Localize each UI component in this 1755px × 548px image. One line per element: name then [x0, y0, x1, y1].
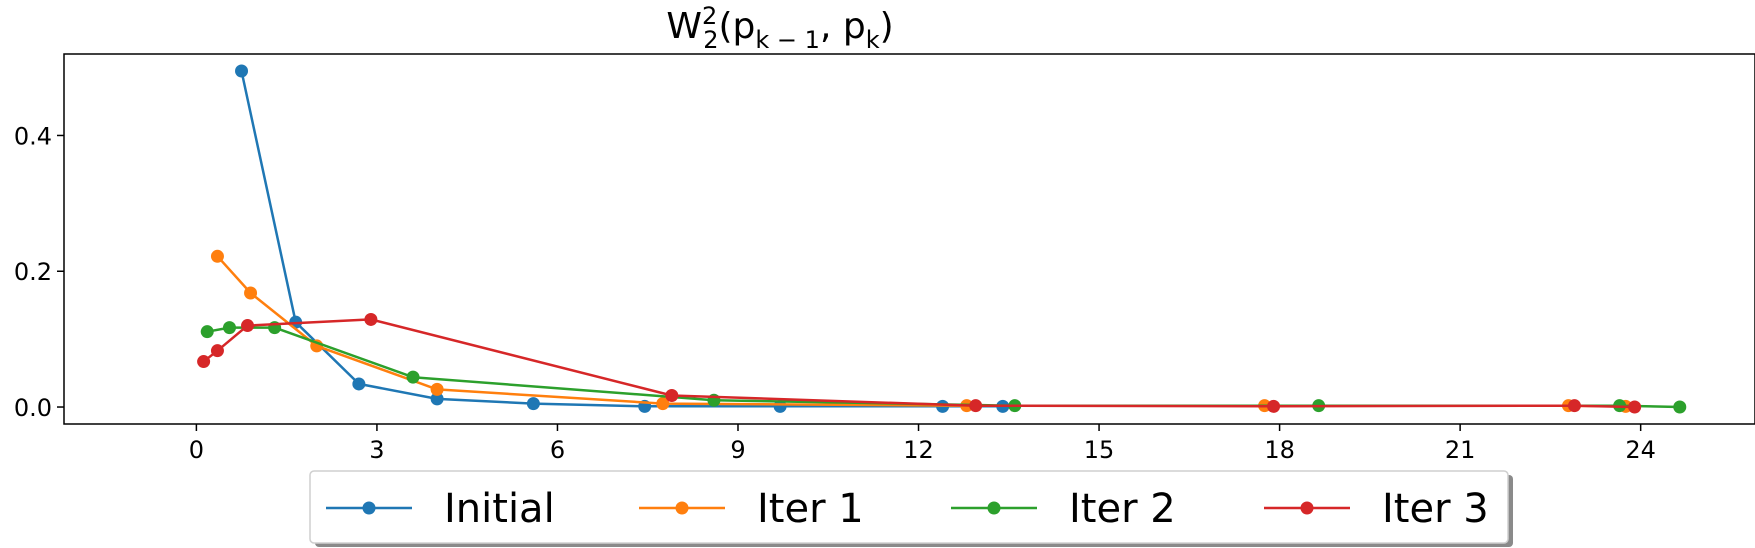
series-initial — [235, 64, 1010, 413]
series-line — [216, 255, 1626, 408]
data-point — [235, 64, 249, 78]
data-point — [197, 355, 211, 369]
legend-marker — [1300, 501, 1314, 515]
data-point — [430, 392, 444, 406]
legend: Initial Iter 1 Iter 2 Iter 3 — [309, 470, 1513, 547]
y-axis: 0.0 0.2 0.4 — [14, 122, 64, 422]
legend-label: Iter 1 — [757, 486, 864, 532]
x-tick-label: 3 — [369, 436, 384, 464]
legend-item-iter-2: Iter 2 — [951, 486, 1176, 532]
y-tick-label: 0.4 — [14, 122, 52, 150]
legend-marker — [362, 501, 376, 515]
legend-item-iter-1: Iter 1 — [639, 486, 864, 532]
chart-title: W2 2(pk − 1, pk) — [666, 2, 893, 54]
data-point — [200, 325, 214, 339]
legend-label: Iter 3 — [1382, 486, 1489, 532]
legend-marker — [675, 501, 689, 515]
legend-item-initial: Initial — [326, 486, 555, 532]
legend-label: Initial — [444, 486, 555, 532]
data-point — [352, 377, 366, 391]
y-tick-label: 0.2 — [14, 258, 52, 286]
chart-title-open: (p — [719, 6, 756, 47]
data-point — [210, 344, 224, 358]
chart-title-sub2: k — [866, 26, 880, 54]
legend-box — [309, 470, 1509, 544]
x-tick-label: 12 — [903, 436, 934, 464]
data-point — [210, 249, 224, 263]
x-tick-label: 9 — [730, 436, 745, 464]
chart-title-sub1: k − 1 — [755, 26, 820, 54]
series-iter-1 — [210, 249, 1633, 413]
data-point — [1673, 400, 1687, 414]
data-point — [526, 397, 540, 411]
data-point — [1267, 399, 1281, 413]
data-point — [665, 388, 679, 402]
data-point — [1567, 399, 1581, 413]
chart-title-main: W — [666, 6, 702, 47]
x-tick-label: 18 — [1264, 436, 1295, 464]
data-point — [241, 319, 255, 333]
series-layer — [197, 64, 1687, 414]
plot-area — [63, 53, 1755, 425]
chart-title-close: ) — [880, 6, 894, 47]
legend-label: Iter 2 — [1069, 486, 1176, 532]
legend-marker — [987, 501, 1001, 515]
data-point — [364, 312, 378, 326]
x-tick-label: 0 — [189, 436, 204, 464]
data-point — [244, 286, 258, 300]
data-point — [1628, 400, 1642, 414]
data-point — [222, 321, 236, 335]
x-tick-label: 6 — [550, 436, 565, 464]
data-point — [969, 399, 983, 413]
chart-title-sub: 2 — [703, 26, 718, 54]
series-line — [202, 318, 1635, 409]
chart-title-sep: , p — [820, 6, 866, 47]
legend-item-iter-3: Iter 3 — [1264, 486, 1489, 532]
data-point — [656, 397, 670, 411]
data-point — [406, 370, 420, 384]
x-tick-label: 15 — [1084, 436, 1115, 464]
data-point — [430, 382, 444, 396]
x-tick-label: 21 — [1445, 436, 1476, 464]
series-iter-2 — [200, 321, 1687, 414]
data-point — [773, 399, 787, 413]
series-iter-3 — [197, 312, 1642, 414]
x-tick-label: 24 — [1625, 436, 1656, 464]
x-axis: 0 3 6 9 12 15 18 21 24 — [189, 424, 1656, 464]
y-tick-label: 0.0 — [14, 394, 52, 422]
series-line — [206, 326, 1680, 409]
chart-title-sup: 2 — [702, 2, 717, 30]
